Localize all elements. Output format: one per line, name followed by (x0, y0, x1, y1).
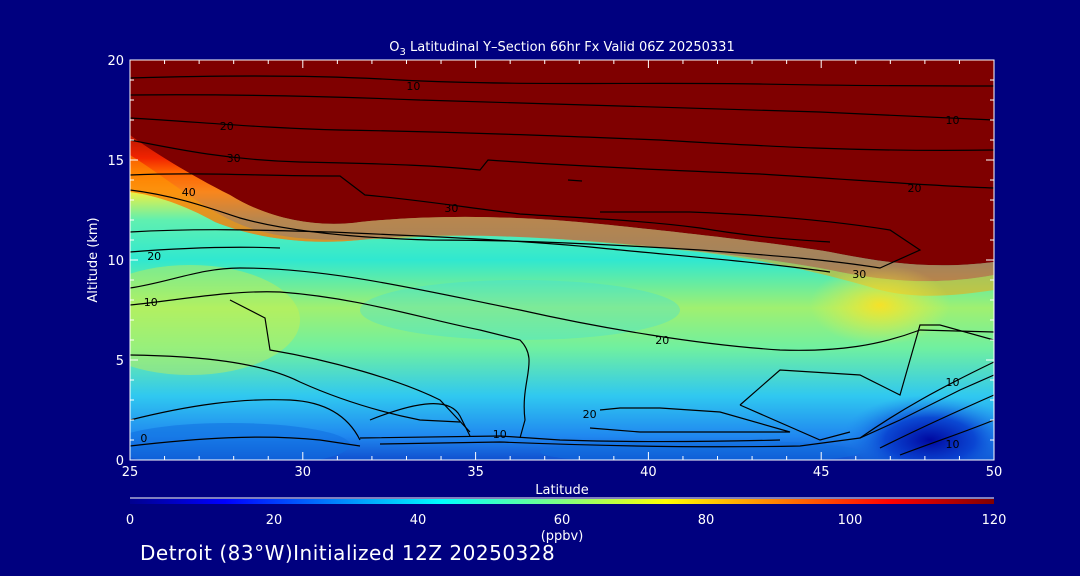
x-tick-label: 40 (640, 465, 657, 480)
colorbar-tick-label: 40 (410, 513, 427, 528)
y-tick-label: 5 (116, 354, 124, 369)
chart-title: O3 Latitudinal Y–Section 66hr Fx Valid 0… (389, 40, 734, 58)
contour-label: 30 (227, 152, 241, 165)
colorbar-tick-label: 80 (698, 513, 715, 528)
colorbar-ticks: 0 20 40 60 80 100 120 (126, 513, 1007, 528)
contour-label: 20 (147, 250, 161, 263)
y-axis-label: Altitude (km) (86, 217, 101, 302)
colorbar-tick-label: 60 (554, 513, 571, 528)
x-tick-label: 50 (986, 465, 1003, 480)
colorbar-tick-label: 0 (126, 513, 134, 528)
contour-label: 20 (220, 120, 234, 133)
colorbar-tick-label: 120 (982, 513, 1007, 528)
footer-location-init: Detroit (83°W)Initialized 12Z 20250328 (140, 541, 556, 565)
x-axis: 25 30 35 40 45 50 (122, 60, 1003, 480)
contour-label: 30 (852, 268, 866, 281)
colorbar (130, 499, 994, 504)
contour-label: 10 (946, 114, 960, 127)
contour-label: 30 (444, 202, 458, 215)
y-tick-label: 15 (107, 154, 124, 169)
y-tick-label: 10 (107, 254, 124, 269)
plot-area: 10 10 20 30 20 40 30 20 30 10 20 10 20 10 0 10 (130, 60, 994, 460)
x-tick-label: 25 (122, 465, 139, 480)
contour-labels: 10 10 20 30 20 40 30 20 30 10 20 10 20 10 0 10 (140, 80, 959, 451)
y-tick-label: 0 (116, 454, 124, 469)
contour-label: 10 (406, 80, 420, 93)
contour-label: 20 (655, 334, 669, 347)
contour-label: 0 (140, 432, 147, 445)
contour-label: 20 (583, 408, 597, 421)
colorbar-tick-label: 100 (838, 513, 863, 528)
x-axis-label: Latitude (535, 483, 589, 498)
contour-label: 10 (946, 376, 960, 389)
x-tick-label: 35 (467, 465, 484, 480)
colorbar-tick-label: 20 (266, 513, 283, 528)
colorbar-unit-label: (ppbv) (541, 529, 584, 544)
contour-lines (130, 75, 994, 456)
x-tick-label: 30 (295, 465, 312, 480)
contour-label: 40 (182, 186, 196, 199)
x-tick-label: 45 (813, 465, 830, 480)
contour-label: 20 (908, 182, 922, 195)
contour-label: 10 (493, 428, 507, 441)
y-tick-label: 20 (107, 54, 124, 69)
contour-label: 10 (946, 438, 960, 451)
y-axis: 0 5 10 15 20 (107, 54, 994, 469)
contour-label: 10 (144, 296, 158, 309)
